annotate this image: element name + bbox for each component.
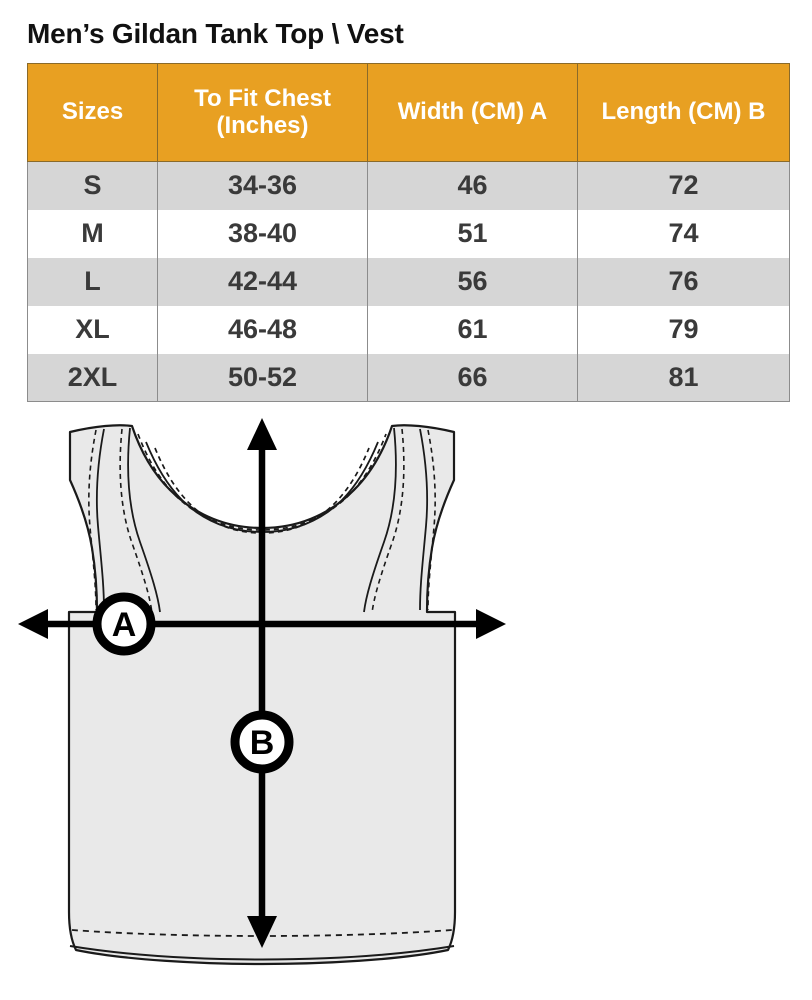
marker-b-circle xyxy=(230,710,294,774)
table-row: XL 46-48 61 79 xyxy=(27,305,790,354)
cell-size: XL xyxy=(27,305,158,354)
cell-width: 56 xyxy=(367,257,578,306)
table-row: L 42-44 56 76 xyxy=(27,257,790,306)
cell-length: 81 xyxy=(577,353,790,402)
marker-a: A xyxy=(92,592,156,656)
neckline-outer-stitch xyxy=(137,433,387,531)
cell-chest: 38-40 xyxy=(157,209,368,258)
cell-width: 66 xyxy=(367,353,578,402)
marker-a-circle xyxy=(92,592,156,656)
garment-diagram: A B xyxy=(0,412,812,1000)
left-shoulder-stitch xyxy=(88,429,97,611)
cell-width: 46 xyxy=(367,161,578,210)
cell-length: 74 xyxy=(577,209,790,258)
page-title: Men’s Gildan Tank Top \ Vest xyxy=(27,18,404,49)
width-arrow-head-left xyxy=(18,609,48,639)
bottom-edge-curve xyxy=(69,945,455,961)
cell-length: 76 xyxy=(577,257,790,306)
left-shoulder-seam xyxy=(95,428,105,611)
cell-length: 79 xyxy=(577,305,790,354)
length-arrow-head-top xyxy=(247,418,277,450)
table-row: 2XL 50-52 66 81 xyxy=(27,353,790,402)
marker-b-label: B xyxy=(250,724,275,762)
table-row: M 38-40 51 74 xyxy=(27,209,790,258)
cell-width: 51 xyxy=(367,209,578,258)
cell-size: L xyxy=(27,257,158,306)
right-shoulder-stitch xyxy=(427,429,436,611)
cell-size: M xyxy=(27,209,158,258)
left-armhole-seam xyxy=(127,427,161,613)
width-arrow-head-right xyxy=(476,609,506,639)
cell-length: 72 xyxy=(577,161,790,210)
column-header-chest: To Fit Chest (Inches) xyxy=(157,63,368,162)
table-header-row: Sizes To Fit Chest (Inches) Width (CM) A… xyxy=(27,63,790,162)
cell-chest: 34-36 xyxy=(157,161,368,210)
size-chart-table: Sizes To Fit Chest (Inches) Width (CM) A… xyxy=(27,63,790,402)
cell-chest: 50-52 xyxy=(157,353,368,402)
cell-size: 2XL xyxy=(27,353,158,402)
table-row: S 34-36 46 72 xyxy=(27,161,790,210)
column-header-width: Width (CM) A xyxy=(367,63,578,162)
marker-b: B xyxy=(230,710,294,774)
marker-a-label: A xyxy=(112,606,137,644)
length-arrow-head-bottom xyxy=(247,916,277,948)
cell-size: S xyxy=(27,161,158,210)
right-shoulder-seam xyxy=(419,428,429,611)
right-armhole-seam xyxy=(363,427,397,613)
cell-width: 61 xyxy=(367,305,578,354)
cell-chest: 46-48 xyxy=(157,305,368,354)
column-header-sizes: Sizes xyxy=(27,63,158,162)
cell-chest: 42-44 xyxy=(157,257,368,306)
column-header-length: Length (CM) B xyxy=(577,63,790,162)
measurement-arrow-b xyxy=(247,418,277,948)
